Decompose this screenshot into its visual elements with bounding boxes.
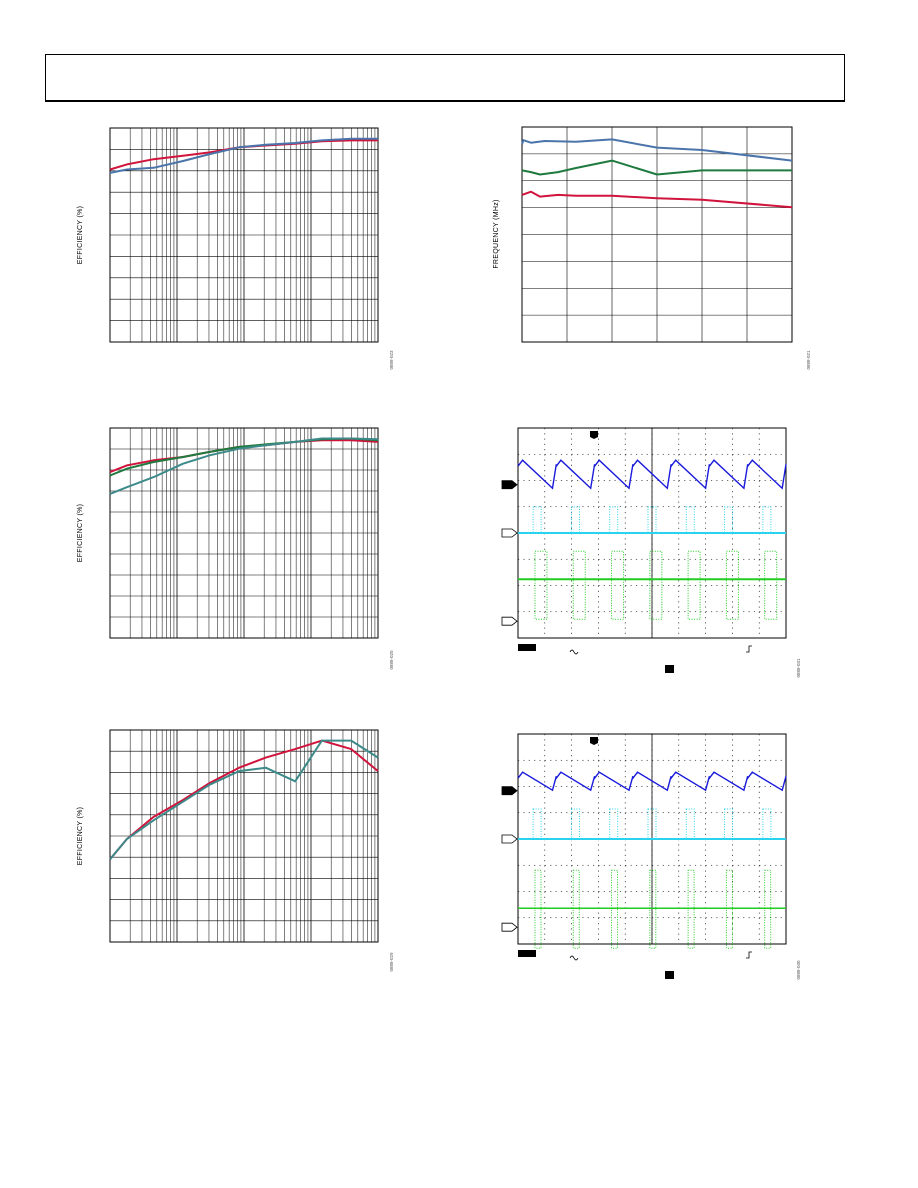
figure-id: 0888-030 [796, 960, 801, 980]
figure-id: 0888-020 [389, 650, 394, 670]
chart-panel-6: 0888-030 [501, 733, 801, 980]
channel-marker [501, 616, 518, 626]
coupling-icon [569, 649, 579, 655]
trace-ch1 [517, 459, 787, 490]
channel-marker [501, 834, 518, 844]
channel-marker [501, 786, 518, 796]
trigger-edge-icon [746, 951, 752, 959]
status-badge [518, 950, 536, 957]
series-line-2 [109, 739, 379, 860]
chart-panel-1: EFFICIENCY (%) 0888-023 [77, 127, 394, 370]
channel-marker [501, 922, 518, 932]
coupling-icon [569, 955, 579, 961]
y-axis-label: EFFICIENCY (%) [77, 206, 84, 265]
y-axis-label: EFFICIENCY (%) [77, 504, 84, 563]
figure-id: 0888-029 [389, 952, 394, 972]
series-line-3 [109, 437, 379, 495]
series-line-1 [521, 138, 793, 162]
chart-panel-5: EFFICIENCY (%) 0888-029 [77, 729, 394, 972]
y-axis-label: FREQUENCY (MHz) [493, 199, 500, 268]
time-marker [665, 665, 674, 673]
series-line-1 [109, 739, 379, 860]
trigger-marker [590, 431, 598, 439]
series-line-2 [521, 159, 792, 176]
channel-marker [501, 480, 518, 490]
y-axis-label: EFFICIENCY (%) [77, 807, 84, 866]
figure-id: 0888-023 [389, 350, 394, 370]
time-marker [665, 971, 674, 979]
chart-panel-3: EFFICIENCY (%) 0888-020 [77, 427, 394, 670]
chart-panel-4: 0888-031 [501, 427, 801, 678]
trigger-marker [590, 737, 598, 745]
channel-marker [501, 528, 518, 538]
status-badge [518, 644, 536, 651]
trace-ch1 [517, 771, 787, 792]
chart-panel-2: FREQUENCY (MHz) 0888-021 [493, 126, 811, 370]
page-header [45, 54, 845, 102]
figure-id: 0888-021 [806, 350, 811, 370]
series-line-2 [109, 137, 378, 174]
figure-id: 0888-031 [796, 658, 801, 678]
series-line-3 [521, 190, 793, 209]
trigger-edge-icon [746, 645, 752, 653]
